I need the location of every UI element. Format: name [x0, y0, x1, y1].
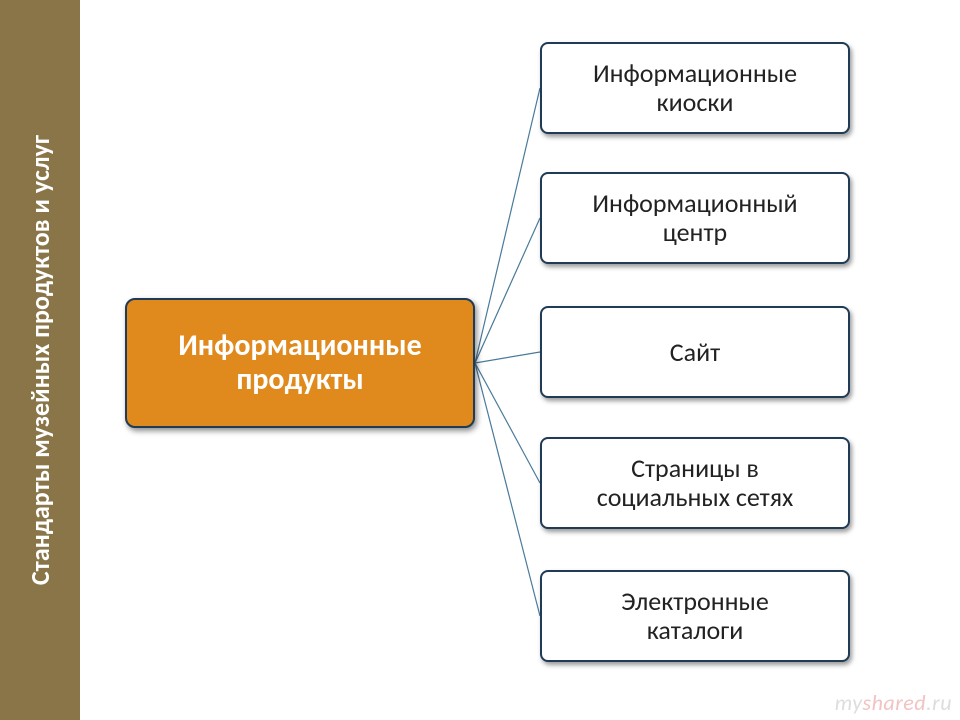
- watermark-part2: shared: [863, 689, 927, 716]
- leaf-node: Страницы в социальных сетях: [540, 437, 850, 529]
- sidebar: Стандарты музейных продуктов и услуг: [0, 0, 80, 720]
- sidebar-title: Стандарты музейных продуктов и услуг: [24, 135, 56, 585]
- leaf-node-label: Информационный центр: [592, 189, 797, 246]
- leaf-node-label: Информационные киоски: [593, 59, 797, 116]
- leaf-node: Информационный центр: [540, 172, 850, 264]
- leaf-node: Сайт: [540, 306, 850, 398]
- root-node: Информационные продукты: [125, 298, 475, 428]
- leaf-node: Информационные киоски: [540, 42, 850, 134]
- leaf-node: Электронные каталоги: [540, 570, 850, 662]
- watermark-part3: .ru: [926, 689, 952, 716]
- leaf-node-label: Электронные каталоги: [621, 587, 769, 644]
- root-node-label: Информационные продукты: [178, 329, 422, 398]
- leaf-node-label: Сайт: [670, 338, 720, 367]
- watermark-part1: my: [835, 689, 863, 716]
- watermark: myshared.ru: [835, 689, 952, 716]
- leaf-node-label: Страницы в социальных сетях: [597, 454, 794, 511]
